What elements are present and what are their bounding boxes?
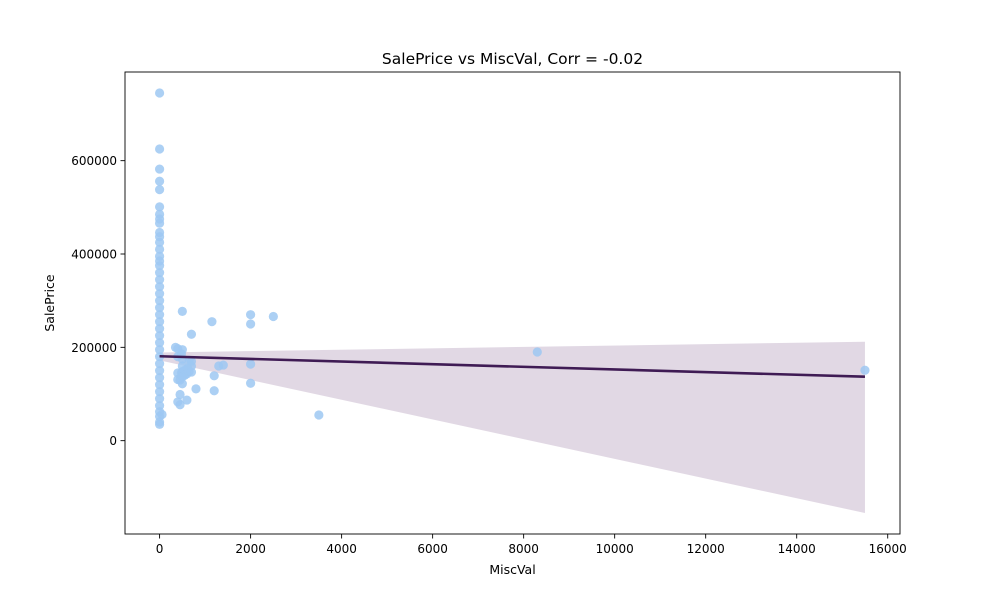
data-point <box>177 379 187 389</box>
data-point <box>246 310 256 320</box>
data-point <box>154 324 165 334</box>
data-point <box>154 237 165 247</box>
data-point <box>154 310 165 320</box>
data-point <box>314 410 324 420</box>
y-tick-label: 400000 <box>71 248 117 262</box>
data-point <box>860 365 870 375</box>
x-tick-label: 6000 <box>417 542 448 556</box>
data-point <box>532 347 542 357</box>
regression-layer <box>159 354 865 379</box>
chart-title: SalePrice vs MiscVal, Corr = -0.02 <box>382 50 643 68</box>
x-tick-label: 0 <box>156 542 164 556</box>
y-tick-label: 0 <box>109 434 117 448</box>
data-point <box>177 345 187 355</box>
data-point <box>154 359 165 369</box>
regression-line <box>159 354 865 379</box>
data-point <box>154 380 165 390</box>
data-point <box>154 289 165 299</box>
data-point <box>246 359 256 369</box>
data-point <box>209 386 219 396</box>
data-point <box>154 268 165 278</box>
data-point <box>175 389 185 400</box>
y-tick-label: 600000 <box>71 154 117 168</box>
confidence-band <box>159 341 865 513</box>
data-point <box>154 218 165 228</box>
data-point <box>154 144 165 154</box>
data-point <box>154 88 165 98</box>
data-point <box>154 387 165 397</box>
data-point <box>154 244 165 254</box>
data-point <box>207 317 217 327</box>
x-axis-label: MiscVal <box>489 562 535 577</box>
data-point <box>154 296 165 306</box>
data-point <box>186 367 197 377</box>
x-tick-label: 10000 <box>596 542 634 556</box>
data-point <box>154 176 165 186</box>
y-axis-label: SalePrice <box>42 274 57 332</box>
data-point <box>157 409 167 420</box>
points-layer <box>154 88 870 429</box>
x-tick-label: 4000 <box>326 542 357 556</box>
data-point <box>154 275 165 285</box>
data-point <box>246 319 256 329</box>
y-axis: 0 200000 400000 600000 <box>71 154 125 448</box>
data-point <box>268 311 278 322</box>
data-point <box>154 331 165 341</box>
x-axis: 0 2000 4000 6000 8000 10000 12000 14000 16000 <box>156 534 907 556</box>
data-point <box>154 202 165 212</box>
data-point <box>186 329 197 339</box>
data-point <box>209 371 219 381</box>
data-point <box>154 338 165 348</box>
plot-area-frame <box>124 71 901 535</box>
data-point <box>154 345 165 355</box>
data-point <box>154 185 165 195</box>
data-point <box>246 378 256 388</box>
data-point <box>182 395 192 405</box>
x-tick-label: 2000 <box>235 542 266 556</box>
data-point <box>154 303 165 313</box>
data-point <box>154 419 165 429</box>
x-tick-label: 16000 <box>869 542 907 556</box>
data-point <box>191 384 201 394</box>
data-point <box>154 373 165 383</box>
data-point <box>154 282 165 292</box>
data-point <box>218 360 228 370</box>
data-point <box>175 400 185 410</box>
x-tick-label: 14000 <box>778 542 816 556</box>
data-point <box>154 366 165 376</box>
y-tick-label: 200000 <box>71 341 117 355</box>
data-point <box>154 261 165 271</box>
data-point <box>154 394 165 404</box>
x-tick-label: 12000 <box>687 542 725 556</box>
data-point <box>154 317 165 327</box>
data-point <box>154 164 165 174</box>
data-point <box>177 306 187 316</box>
confidence-band-layer <box>159 341 865 513</box>
x-tick-label: 8000 <box>508 542 539 556</box>
